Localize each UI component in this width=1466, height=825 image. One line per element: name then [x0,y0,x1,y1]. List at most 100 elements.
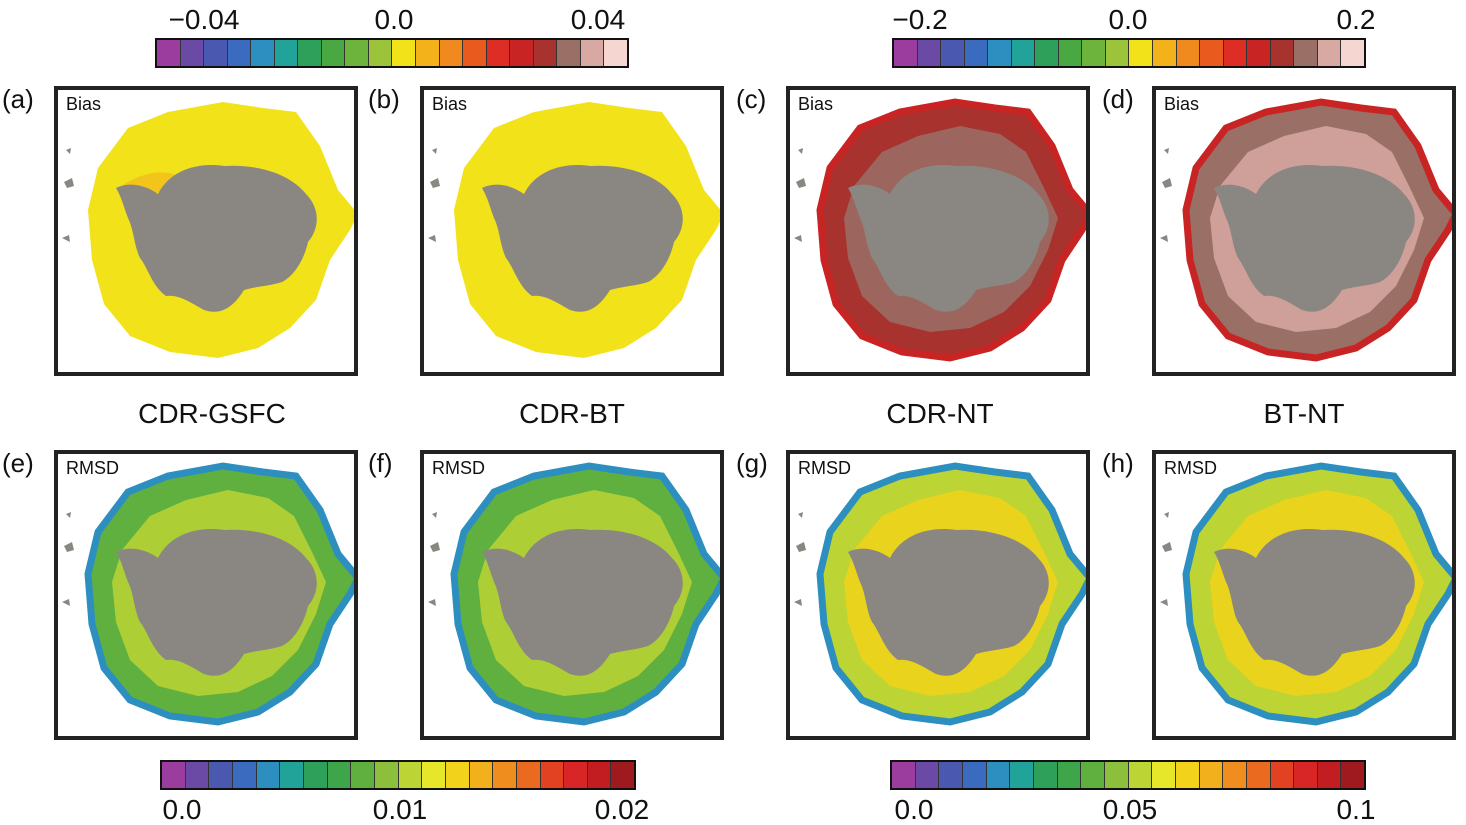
panel-tag: RMSD [66,458,119,478]
colorbar-segment [1341,40,1364,66]
colorbar-segment [964,40,989,66]
colorbar-segment [1341,762,1365,788]
panel-label-b: (b) [368,84,400,114]
colorbar-segment [274,40,299,66]
colorbar-segment [516,762,541,788]
colorbar-segment [298,40,322,66]
colorbar-segment [580,40,605,66]
map-svg [428,462,720,726]
map-panel-b: Bias [420,86,724,376]
colorbar-segment [611,762,635,788]
colorbar-segment [162,762,186,788]
map-svg [794,98,1086,362]
colorbar-segment [587,762,612,788]
pair-title-cdr-bt: CDR-BT [519,398,625,429]
colorbar-segment [469,762,494,788]
colorbar-segment [1033,762,1058,788]
colorbar-bias-left-bar [155,38,629,68]
panel-tag: Bias [1164,94,1200,114]
colorbar-segment [604,40,627,66]
colorbar-segment [486,40,511,66]
pair-title-cdr-nt: CDR-NT [886,398,994,429]
colorbar-segment [1081,762,1105,788]
antarctica-landmass [848,165,1049,312]
colorbar-segment [1200,40,1224,66]
sea-ice-edge [84,462,354,726]
panel-tag: Bias [432,94,468,114]
map-svg [428,102,720,358]
island-shape [430,542,440,552]
pair-title-cdr-gsfc: CDR-GSFC [138,398,286,429]
colorbar-segment [915,762,940,788]
colorbar-rmsd-right-bar [890,760,1366,790]
colorbar-tick: 0.04 [570,4,626,35]
colorbar-segment [251,40,275,66]
colorbar-segment [939,762,963,788]
colorbar-segment [374,762,399,788]
island-shape [794,235,802,242]
colorbar-segment [209,762,233,788]
map-panel-d: Bias [1152,86,1456,376]
colorbar-segment [1105,40,1130,66]
panel-label-c: (c) [736,84,767,114]
sea-ice-edge [450,462,720,726]
colorbar-segment [1104,762,1129,788]
island-shape [62,599,70,606]
island-shape [1160,235,1168,242]
panel-label-a: (a) [2,84,34,114]
colorbar-segment [493,762,517,788]
colorbar-segment [988,40,1012,66]
colorbar-segment [368,40,393,66]
island-shape [66,512,71,518]
island-shape [64,178,74,188]
colorbar-segment [1010,762,1034,788]
island-shape [1162,542,1172,552]
colorbar-segment [986,762,1011,788]
panel-label-f: (f) [368,448,393,478]
colorbar-segment [1247,40,1271,66]
colorbar-segment [392,40,417,66]
colorbar-tick: 0.01 [372,794,428,825]
colorbar-segment [1011,40,1036,66]
colorbar-segment [1246,762,1271,788]
colorbar-tick: 0.05 [1102,794,1158,825]
antarctica-landmass [116,529,317,676]
island-shape [64,542,74,552]
colorbar-tick: 0.0 [162,794,202,825]
colorbar-segment [557,40,581,66]
island-shape [66,148,71,154]
sea-ice-edge [816,462,1086,726]
island-shape [62,235,70,242]
colorbar-segment [1199,762,1224,788]
antarctica-landmass [848,529,1049,676]
panel-label-h: (h) [1102,448,1134,478]
colorbar-segment [280,762,304,788]
colorbar-tick: −0.2 [892,4,948,35]
panel-tag: RMSD [798,458,851,478]
colorbar-tick: 0.02 [594,794,650,825]
colorbar-segment [157,40,181,66]
colorbar-segment [917,40,942,66]
colorbar-segment [1270,40,1295,66]
colorbar-segment [1317,762,1342,788]
island-shape [1164,148,1169,154]
colorbar-segment [185,762,210,788]
colorbar-tick: −0.04 [168,4,240,35]
colorbar-segment [232,762,257,788]
panel-label-e: (e) [2,448,34,478]
colorbar-segment [439,40,464,66]
island-shape [428,599,436,606]
sea-ice-edge [1182,98,1452,362]
panel-tag: Bias [798,94,834,114]
colorbar-segment [564,762,588,788]
colorbar-tick: 0.2 [1336,4,1376,35]
colorbar-tick: 0.0 [1108,4,1148,35]
map-panel-a: Bias [54,86,358,376]
colorbar-segment [227,40,252,66]
colorbar-tick: 0.0 [894,794,934,825]
panel-tag: RMSD [432,458,485,478]
antarctica-landmass [1214,529,1415,676]
colorbar-segment [345,40,369,66]
colorbar-segment [321,40,346,66]
island-shape [798,512,803,518]
